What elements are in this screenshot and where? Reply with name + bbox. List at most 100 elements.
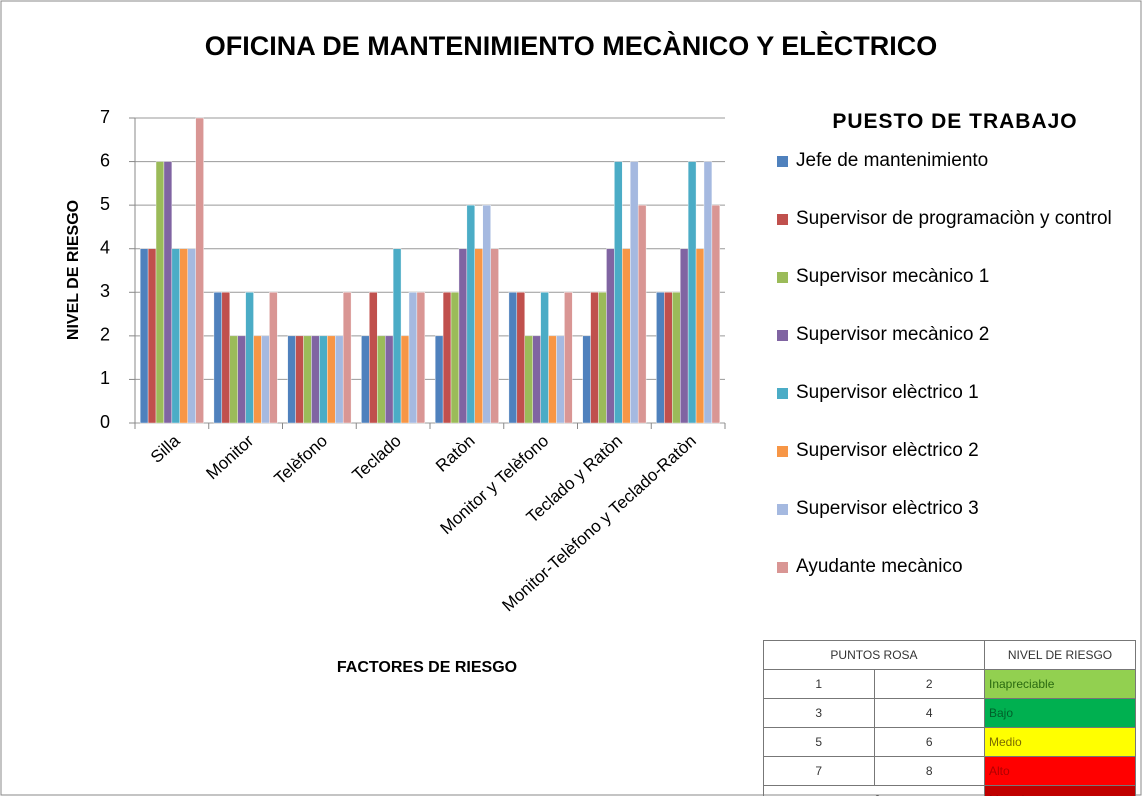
legend-label: Supervisor de programaciòn y control — [796, 208, 1112, 229]
bar — [377, 335, 386, 424]
x-tick-label: Teclado — [349, 431, 405, 484]
points-cell: 7 — [763, 756, 875, 786]
bar — [622, 248, 631, 424]
bar — [630, 161, 639, 424]
table-row: 1 2 Inapreciable — [763, 669, 1136, 699]
legend-item: Supervisor mecànico 1 — [775, 266, 1135, 324]
bar — [434, 335, 444, 424]
bar — [442, 292, 452, 424]
bar — [261, 335, 270, 424]
bar — [606, 248, 615, 424]
bar — [703, 161, 713, 424]
legend-swatch — [777, 156, 788, 167]
legend-label: Supervisor elèctrico 1 — [796, 382, 979, 403]
y-tick-label: 6 — [100, 150, 110, 170]
bar — [458, 248, 468, 424]
bar — [229, 335, 238, 424]
table-row: 3 4 Bajo — [763, 698, 1136, 728]
bar — [664, 292, 673, 424]
bar — [672, 292, 681, 424]
legend-item: Supervisor elèctrico 3 — [775, 498, 1135, 556]
table-header: PUNTOS ROSA — [763, 640, 985, 670]
legend-item: Supervisor elèctrico 2 — [775, 440, 1135, 498]
y-tick-label: 0 — [100, 412, 110, 432]
bar — [598, 292, 607, 424]
bar — [466, 204, 476, 424]
bar — [474, 248, 483, 424]
legend-label: Supervisor elèctrico 3 — [796, 498, 979, 519]
bar — [679, 248, 689, 424]
points-cell: 3 — [763, 698, 875, 728]
bar — [532, 335, 541, 424]
legend-item: Ayudante mecànico — [775, 556, 1135, 614]
y-tick-label: 5 — [100, 194, 110, 214]
bar — [187, 248, 196, 424]
risk-level-cell: Muy alto — [984, 785, 1136, 796]
bar — [245, 292, 254, 424]
bar — [524, 335, 533, 424]
bar — [614, 161, 623, 424]
bar — [287, 335, 296, 424]
legend-swatch — [777, 330, 788, 341]
bar — [516, 292, 525, 424]
bar — [490, 248, 499, 424]
legend-label: Supervisor mecànico 1 — [796, 266, 990, 287]
bar — [319, 335, 328, 424]
bar — [590, 292, 599, 424]
table-row: >8Muy alto — [763, 785, 1136, 796]
bar — [253, 335, 262, 424]
bar — [213, 292, 223, 424]
risk-level-cell: Alto — [984, 756, 1136, 786]
bar — [303, 335, 312, 424]
table-row: 7 8 Alto — [763, 756, 1136, 786]
bar — [582, 335, 591, 424]
risk-table: PUNTOS ROSA NIVEL DE RIESGO 1 2 Inapreciable… — [763, 640, 1136, 796]
points-cell: 5 — [763, 727, 875, 757]
legend: PUESTO DE TRABAJO Jefe de mantenimiento S… — [775, 110, 1135, 614]
bar — [163, 161, 173, 424]
table-row: 5 6 Medio — [763, 727, 1136, 757]
legend-label: Jefe de mantenimiento — [796, 150, 989, 171]
bar — [327, 335, 336, 424]
table-header-row: PUNTOS ROSA NIVEL DE RIESGO — [763, 640, 1136, 670]
table-header: NIVEL DE RIESGO — [984, 640, 1136, 670]
legend-label: Supervisor elèctrico 2 — [796, 440, 979, 461]
bar — [195, 117, 204, 424]
legend-item: Supervisor elèctrico 1 — [775, 382, 1135, 440]
bar — [540, 292, 549, 424]
bar — [221, 292, 230, 424]
bar — [564, 292, 573, 424]
bar — [179, 248, 188, 424]
legend-swatch — [777, 504, 788, 515]
legend-label: Supervisor mecànico 2 — [796, 324, 990, 345]
bar — [711, 204, 721, 424]
points-cell: 1 — [763, 669, 875, 699]
points-cell: 8 — [873, 756, 985, 786]
bar — [392, 248, 402, 424]
bar — [147, 248, 157, 424]
bar — [556, 335, 565, 424]
points-cell: >8 — [763, 785, 985, 796]
y-tick-label: 1 — [100, 368, 110, 388]
risk-level-cell: Bajo — [984, 698, 1136, 728]
bar — [342, 292, 352, 424]
legend-swatch — [777, 446, 788, 457]
bar — [155, 161, 165, 424]
bar — [548, 335, 557, 424]
bar — [269, 292, 278, 424]
points-cell: 2 — [873, 669, 985, 699]
bar — [335, 335, 344, 424]
x-axis-title: FACTORES DE RIESGO — [337, 659, 517, 676]
x-tick-label: Telèfono — [271, 431, 331, 488]
risk-level-cell: Medio — [984, 727, 1136, 757]
legend-item: Jefe de mantenimiento — [775, 150, 1135, 208]
bar — [482, 204, 491, 424]
legend-item: Supervisor de programaciòn y control — [775, 208, 1135, 266]
bar — [369, 292, 378, 424]
legend-swatch — [777, 214, 788, 225]
y-tick-label: 3 — [100, 281, 110, 301]
y-tick-label: 4 — [100, 237, 110, 257]
